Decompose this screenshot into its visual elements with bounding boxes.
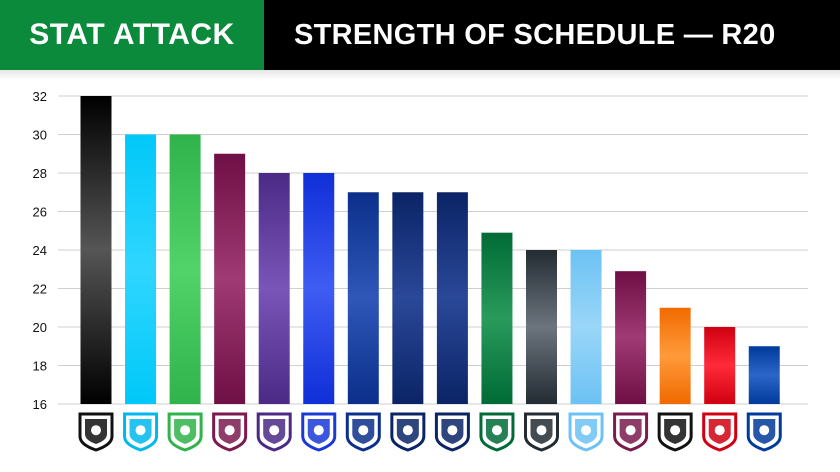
y-tick-label: 22: [33, 282, 47, 297]
y-tick-label: 18: [33, 359, 47, 374]
bar-5: [258, 173, 290, 404]
header-banner: STAT ATTACK STRENGTH OF SCHEDULE — R20: [0, 0, 840, 70]
team-logo-icon: [167, 412, 203, 452]
y-tick-label: 24: [33, 243, 47, 258]
bar-14: [659, 307, 691, 404]
bar-chart: 16 18 20 22 24 26 28 30 32: [33, 89, 808, 452]
chart-title: STRENGTH OF SCHEDULE — R20: [264, 0, 840, 70]
y-axis-ticks: 16 18 20 22 24 26 28 30 32: [33, 89, 47, 412]
team-logo-icon: [746, 412, 782, 452]
bar-16: [748, 346, 780, 404]
team-logo-icon: [345, 412, 381, 452]
team-logo-icon: [613, 412, 649, 452]
bars: [80, 96, 780, 404]
bar-12: [570, 250, 602, 404]
bar-6: [303, 173, 335, 404]
team-logo-icon: [301, 412, 337, 452]
team-logo-icon: [702, 412, 738, 452]
team-logo-icon: [524, 412, 559, 452]
y-tick-label: 30: [33, 128, 47, 143]
bar-8: [392, 192, 424, 404]
team-logo-icon: [434, 412, 470, 452]
bar-2: [125, 134, 157, 404]
bar-9: [436, 192, 468, 404]
team-logo-icon: [657, 412, 693, 452]
team-logo-icon: [123, 412, 159, 452]
bar-4: [214, 153, 246, 404]
bar-13: [615, 271, 647, 404]
bar-1: [80, 96, 112, 404]
y-tick-label: 26: [33, 205, 47, 220]
team-logo-icon: [256, 412, 292, 452]
y-tick-label: 32: [33, 89, 47, 104]
header-divider: [0, 70, 840, 80]
team-logo-icon: [390, 412, 426, 452]
bar-15: [704, 327, 736, 404]
team-logo-icon: [568, 412, 604, 452]
bar-3: [169, 134, 201, 404]
bar-11: [526, 250, 557, 404]
team-logo-icon: [78, 412, 114, 452]
team-logo-icon: [212, 412, 248, 452]
y-tick-label: 28: [33, 166, 47, 181]
bar-7: [347, 192, 379, 404]
bar-10: [481, 232, 513, 404]
team-logo-icon: [479, 412, 515, 452]
section-label: STAT ATTACK: [0, 0, 264, 70]
y-tick-label: 20: [33, 320, 47, 335]
y-tick-label: 16: [33, 397, 47, 412]
team-logos: [78, 412, 782, 452]
